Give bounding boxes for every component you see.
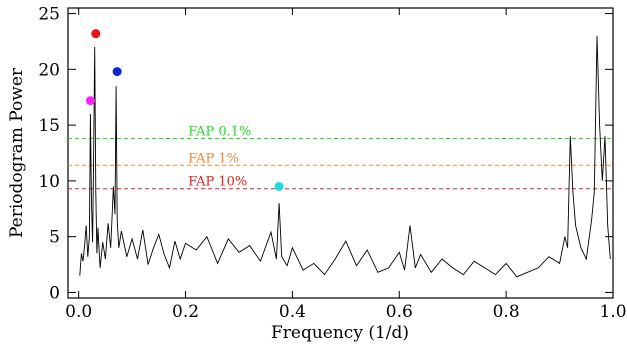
y-tick-label: 15 xyxy=(38,116,60,136)
peak-markers xyxy=(85,29,284,191)
y-tick-label: 5 xyxy=(49,228,60,248)
axis-ticks: 0.0 0.2 0.4 0.6 0.8 1.0 0 5 10 15 20 25 xyxy=(38,5,626,322)
y-axis-label: Periodogram Power xyxy=(7,67,27,238)
fap-threshold-lines: FAP 0.1% FAP 1% FAP 10% xyxy=(68,125,613,190)
x-tick-label: 0.0 xyxy=(65,302,92,322)
series-line xyxy=(79,35,611,278)
fap-label: FAP 0.1% xyxy=(188,125,251,140)
fap-label: FAP 10% xyxy=(188,175,247,190)
periodogram-series xyxy=(79,35,611,278)
x-tick-label: 0.4 xyxy=(279,302,306,322)
x-tick-label: 0.6 xyxy=(386,302,413,322)
peak-marker xyxy=(274,181,284,191)
fap-label: FAP 1% xyxy=(188,151,239,166)
y-tick-label: 20 xyxy=(38,60,60,80)
x-tick-label: 0.2 xyxy=(172,302,199,322)
peak-marker xyxy=(112,67,122,77)
x-tick-label: 1.0 xyxy=(599,302,626,322)
peak-marker xyxy=(85,96,95,106)
peak-marker xyxy=(91,29,101,39)
x-axis-label: Frequency (1/d) xyxy=(271,323,409,343)
y-tick-label: 25 xyxy=(38,5,60,25)
plot-frame xyxy=(67,7,614,299)
y-tick-label: 10 xyxy=(38,172,60,192)
x-tick-label: 0.8 xyxy=(493,302,520,322)
y-tick-label: 0 xyxy=(49,283,60,303)
